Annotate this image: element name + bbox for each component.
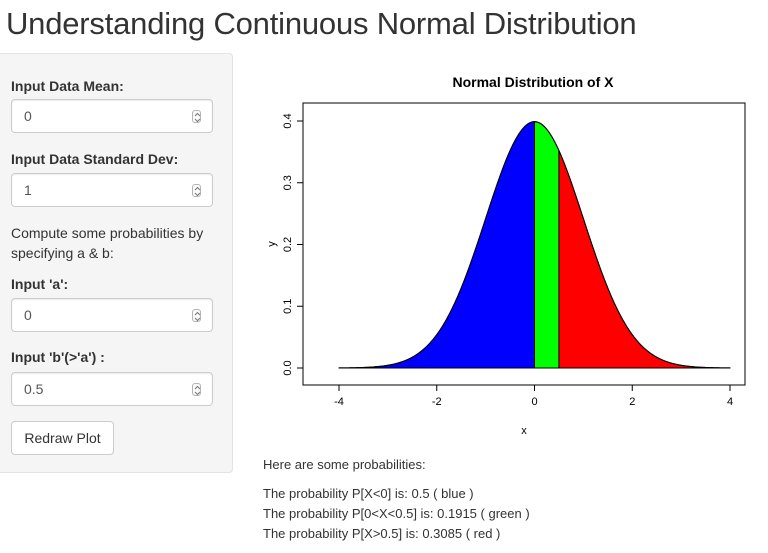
sd-stepper-icon[interactable] — [192, 184, 201, 197]
sd-input[interactable]: 1 — [11, 173, 213, 207]
region-0 — [338, 121, 535, 369]
x-axis: -4 -2 0 2 4 — [334, 384, 733, 408]
mean-stepper-icon[interactable] — [192, 110, 201, 123]
sidebar-panel: Input Data Mean: 0 Input Data Standard D… — [0, 53, 233, 473]
region-2 — [558, 150, 731, 369]
sd-label: Input Data Standard Dev: — [11, 151, 179, 167]
y-tick-label-3: 0.3 — [282, 175, 294, 190]
a-input-value: 0 — [24, 307, 32, 323]
y-tick-label-4: 0.4 — [282, 113, 294, 128]
chart-title: Normal Distribution of X — [453, 74, 615, 90]
result-line-green: The probability P[0<X<0.5] is: 0.1915 ( … — [263, 506, 530, 521]
y-axis-label: y — [266, 241, 278, 247]
x-tick-label-3: 2 — [629, 396, 635, 408]
x-tick-label-2: 0 — [531, 396, 537, 408]
x-tick-label-0: -4 — [334, 396, 344, 408]
probability-regions — [338, 121, 731, 369]
mean-input-value: 0 — [24, 108, 32, 124]
density-curve — [338, 121, 731, 369]
y-axis: 0.0 0.1 0.2 0.3 0.4 — [282, 113, 304, 376]
mean-label: Input Data Mean: — [11, 78, 124, 94]
results-heading: Here are some probabilities: — [263, 457, 426, 472]
y-tick-label-2: 0.2 — [282, 237, 294, 252]
y-tick-label-1: 0.1 — [282, 299, 294, 314]
help-text: Compute some probabilities by specifying… — [11, 225, 204, 261]
sd-input-value: 1 — [24, 182, 32, 198]
result-line-blue: The probability P[X<0] is: 0.5 ( blue ) — [263, 486, 474, 501]
a-stepper-icon[interactable] — [192, 309, 201, 322]
normal-distribution-plot: Normal Distribution of X -4 -2 0 2 4 0.00.10… — [266, 74, 746, 437]
mean-input[interactable]: 0 — [11, 99, 213, 133]
region-1 — [534, 121, 560, 369]
x-tick-label-1: -2 — [432, 396, 442, 408]
page-title: Understanding Continuous Normal Distribu… — [6, 6, 637, 41]
x-tick-label-4: 4 — [727, 396, 733, 408]
b-input[interactable]: 0.5 — [11, 372, 213, 406]
redraw-plot-button[interactable]: Redraw Plot — [11, 421, 114, 455]
a-input[interactable]: 0 — [11, 298, 213, 332]
x-axis-label: x — [521, 425, 527, 437]
b-stepper-icon[interactable] — [192, 383, 201, 396]
y-tick-label-0: 0.0 — [282, 360, 294, 375]
result-line-red: The probability P[X>0.5] is: 0.3085 ( re… — [263, 526, 501, 541]
a-label: Input 'a': — [11, 276, 69, 292]
b-input-value: 0.5 — [24, 381, 44, 397]
b-label: Input 'b'(>'a') : — [11, 349, 105, 365]
